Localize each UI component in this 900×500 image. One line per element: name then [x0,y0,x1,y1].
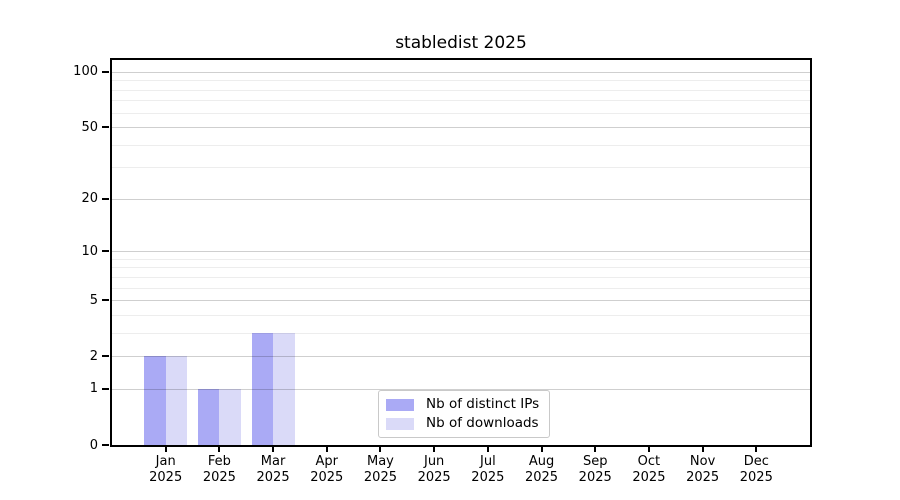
gridline-major-50 [112,127,810,129]
gridline-minor-40 [112,144,810,146]
gridline-minor-3 [112,332,810,334]
legend-label: Nb of distinct IPs [426,396,540,412]
x-axis-tick-jan [164,447,167,452]
x-axis-tick-label-nov: Nov 2025 [668,454,738,486]
y-axis-tick-label-50: 50 [81,119,98,135]
x-axis-tick-label-jul: Jul 2025 [453,454,523,486]
x-tick-month: May [367,454,394,469]
x-tick-month: Sep [582,454,608,469]
x-tick-year: 2025 [256,470,290,485]
legend-swatch [386,398,414,411]
legend-swatch [386,417,414,430]
x-tick-month: Jan [155,454,176,469]
x-axis-tick-may [379,447,382,452]
gridline-major-2 [112,356,810,358]
x-axis-tick-label-sep: Sep 2025 [560,454,630,486]
y-axis-tick-0 [102,444,109,446]
x-axis-tick-jul [486,447,489,452]
x-axis-tick-mar [272,447,275,452]
legend-item-distinct-ips: Nb of distinct IPs [386,397,539,412]
gridline-minor-4 [112,314,810,316]
gridline-minor-8 [112,267,810,269]
gridline-minor-70 [112,100,810,102]
gridline-minor-7 [112,276,810,278]
x-axis-tick-sep [594,447,597,452]
gridline-major-5 [112,300,810,302]
gridline-major-20 [112,198,810,200]
x-tick-month: Nov [689,454,716,469]
x-tick-year: 2025 [149,470,183,485]
y-axis-tick-label-1: 1 [89,381,98,397]
bar-nb-of-downloads-jan [165,356,188,445]
x-tick-month: Jun [423,454,445,469]
x-axis-tick-label-jan: Jan 2025 [131,454,201,486]
x-axis-tick-dec [755,447,758,452]
x-tick-month: Oct [637,454,661,469]
gridline-minor-6 [112,287,810,289]
y-axis-tick-1 [102,387,109,390]
x-axis-tick-label-apr: Apr 2025 [292,454,362,486]
y-axis-tick-20 [102,197,109,200]
gridline-minor-9 [112,258,810,260]
gridline-minor-90 [112,80,810,82]
y-axis-tick-50 [102,126,109,129]
x-tick-month: Feb [207,454,231,469]
x-axis-tick-oct [647,447,650,452]
y-axis-tick-label-10: 10 [81,243,98,259]
gridline-major-100 [112,71,810,73]
x-tick-year: 2025 [417,470,451,485]
y-axis-tick-label-100: 100 [73,64,98,80]
x-tick-month: Apr [315,454,339,469]
x-tick-year: 2025 [686,470,720,485]
y-axis-tick-10 [102,250,109,253]
x-axis-tick-label-oct: Oct 2025 [614,454,684,486]
x-tick-year: 2025 [202,470,236,485]
gridline-minor-30 [112,167,810,169]
bar-nb-of-downloads-feb [219,388,241,445]
y-axis-tick-label-20: 20 [81,191,98,207]
gridline-minor-80 [112,89,810,91]
x-tick-month: Jul [480,454,496,469]
y-axis-tick-2 [102,355,109,358]
bar-nb-of-downloads-mar [273,332,295,445]
y-axis-tick-label-0: 0 [89,437,98,453]
bar-nb-of-distinct-ips-jan [144,356,166,445]
y-axis-tick-5 [102,299,109,302]
x-axis-tick-aug [540,447,543,452]
x-axis-tick-feb [218,447,221,452]
x-tick-year: 2025 [471,470,505,485]
x-tick-month: Dec [743,454,769,469]
x-axis-tick-jun [433,447,436,452]
x-tick-year: 2025 [632,470,666,485]
y-axis-tick-label-2: 2 [89,348,98,364]
x-tick-month: Aug [528,454,555,469]
gridline-minor-60 [112,112,810,114]
x-axis-tick-nov [701,447,704,452]
x-axis-tick-label-may: May 2025 [345,454,415,486]
x-tick-month: Mar [260,454,286,469]
chart-title: stabledist 2025 [395,33,527,53]
x-axis-tick-label-dec: Dec 2025 [721,454,791,486]
legend-label: Nb of downloads [426,415,539,431]
legend: Nb of distinct IPs Nb of downloads [378,390,551,438]
y-axis-tick-label-5: 5 [89,292,98,308]
plot-area: Nb of distinct IPs Nb of downloads 0 1 2 5 1… [73,58,812,485]
x-axis-tick-label-jun: Jun 2025 [399,454,469,486]
legend-item-downloads: Nb of downloads [386,416,539,431]
bar-nb-of-distinct-ips-mar [251,332,274,445]
bar-nb-of-distinct-ips-feb [197,388,220,445]
x-tick-year: 2025 [578,470,612,485]
x-axis-tick-apr [325,447,328,452]
x-axis-tick-label-mar: Mar 2025 [238,454,308,486]
x-tick-year: 2025 [739,470,773,485]
x-axis-tick-label-aug: Aug 2025 [507,454,577,486]
x-axis-tick-label-feb: Feb 2025 [184,454,254,486]
x-tick-year: 2025 [524,470,559,485]
x-tick-year: 2025 [310,470,344,485]
gridline-major-10 [112,251,810,253]
x-tick-year: 2025 [363,470,397,485]
y-axis-tick-100 [102,70,109,73]
